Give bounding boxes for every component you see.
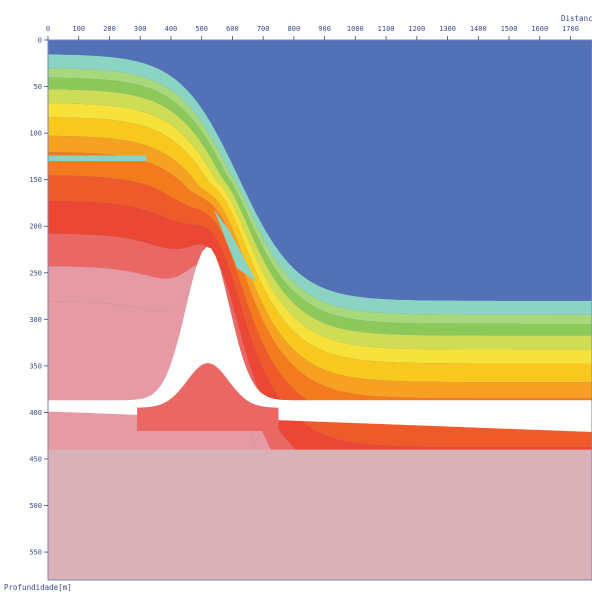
plot-area [48, 40, 592, 580]
x-tick-label: 1600 [531, 25, 548, 33]
dome-core [137, 363, 279, 432]
x-tick-label: 1200 [408, 25, 425, 33]
sediment-layer-10 [48, 201, 592, 455]
sediment-layer-9 [48, 175, 592, 448]
x-tick-label: 1100 [378, 25, 395, 33]
x-axis-title: Distancia[m] [561, 14, 592, 23]
y-tick-label: 200 [29, 223, 42, 231]
y-tick-label: 250 [29, 269, 42, 277]
x-tick-label: 800 [288, 25, 301, 33]
y-tick-label: 100 [29, 130, 42, 138]
y-tick-label: 550 [29, 549, 42, 557]
y-tick-label: 350 [29, 362, 42, 370]
water-mask [48, 40, 592, 301]
sediment-layer-11 [48, 233, 592, 455]
x-tick-label: 1400 [470, 25, 487, 33]
x-tick-label: 1000 [347, 25, 364, 33]
x-tick-label: 0 [46, 25, 50, 33]
plot-frame [47, 39, 592, 581]
teal-stringer [48, 155, 147, 162]
y-tick-label: 500 [29, 502, 42, 510]
x-tick-label: 500 [195, 25, 208, 33]
y-tick-label: 0 [38, 37, 42, 45]
y-tick-label: 450 [29, 455, 42, 463]
x-tick-label: 400 [165, 25, 178, 33]
x-axis: 0 100 200 300 400 500 600 700 800 900 1000 1100 1200… [46, 25, 579, 40]
x-tick-label: 1700 [562, 25, 579, 33]
x-tick-label: 600 [226, 25, 239, 33]
y-axis: 0 50 100 150 200 250 300 350 400 450 500 550 [29, 37, 48, 557]
x-tick-label: 1500 [501, 25, 518, 33]
x-tick-label: 300 [134, 25, 147, 33]
x-tick-label: 200 [103, 25, 116, 33]
y-tick-label: 50 [34, 83, 42, 91]
x-tick-label: 700 [257, 25, 270, 33]
y-axis-title: Profundidade[m] [4, 583, 72, 592]
x-tick-label: 1300 [439, 25, 456, 33]
x-tick-label: 100 [72, 25, 85, 33]
y-tick-label: 400 [29, 409, 42, 417]
teal-lens [213, 209, 257, 283]
x-tick-label: 900 [318, 25, 331, 33]
y-tick-label: 150 [29, 176, 42, 184]
sediment-layer-12 [48, 263, 592, 455]
y-tick-label: 300 [29, 316, 42, 324]
basement [48, 449, 592, 580]
